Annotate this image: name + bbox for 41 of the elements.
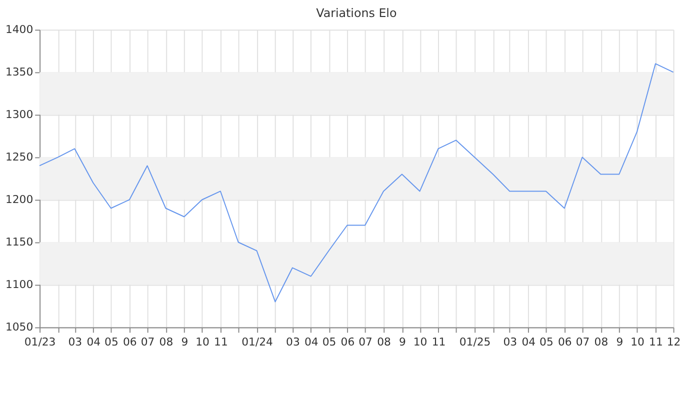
x-tick-label: 04 xyxy=(522,336,536,349)
x-tick-label: 9 xyxy=(616,336,624,349)
x-tick-label: 05 xyxy=(322,336,336,349)
y-tick-label: 1100 xyxy=(5,278,34,292)
x-tick-label: 10 xyxy=(413,336,428,349)
y-tick-label: 1050 xyxy=(5,320,34,334)
x-tick-label: 08 xyxy=(159,336,174,349)
x-tick-label: 03 xyxy=(503,336,518,349)
y-tick-label: 1150 xyxy=(5,236,34,249)
x-tick-label: 9 xyxy=(181,336,188,349)
x-tick-label: 11 xyxy=(649,336,663,349)
x-tick-label: 10 xyxy=(196,336,210,349)
chart-title: Variations Elo xyxy=(316,6,397,20)
line-series xyxy=(39,63,674,302)
x-tick-label: 03 xyxy=(68,336,82,349)
x-tick-label: 07 xyxy=(358,336,372,349)
x-tick-label: 05 xyxy=(104,336,118,349)
x-tick-label: 04 xyxy=(304,336,318,349)
x-tick-label: 05 xyxy=(540,336,554,349)
x-tick-label: 06 xyxy=(122,336,137,349)
x-tick-label: 04 xyxy=(86,336,101,349)
x-tick-label: 07 xyxy=(576,336,590,349)
y-tick-label: 1300 xyxy=(5,108,34,122)
x-tick-label: 08 xyxy=(594,336,608,349)
x-tick-label: 01/25 xyxy=(459,336,491,349)
x-tick-label: 9 xyxy=(398,336,406,349)
x-tick-label: 11 xyxy=(432,336,446,349)
x-tick-label: 06 xyxy=(558,336,572,349)
x-tick-label: 06 xyxy=(340,336,355,349)
x-tick-label: 11 xyxy=(214,336,228,349)
y-tick-label: 1350 xyxy=(5,66,34,79)
y-tick-label: 1200 xyxy=(5,193,34,206)
x-tick-label: 07 xyxy=(140,336,155,349)
x-tick-label: 03 xyxy=(286,336,300,349)
y-tick-label: 1250 xyxy=(5,150,34,164)
x-tick-label: 08 xyxy=(377,336,391,349)
x-tick-label: 01/23 xyxy=(24,336,56,349)
x-tick-label: 10 xyxy=(630,336,644,349)
x-tick-label: 01/24 xyxy=(242,336,273,349)
x-tick-label: 12 xyxy=(666,336,681,349)
y-tick-label: 1400 xyxy=(5,23,34,36)
